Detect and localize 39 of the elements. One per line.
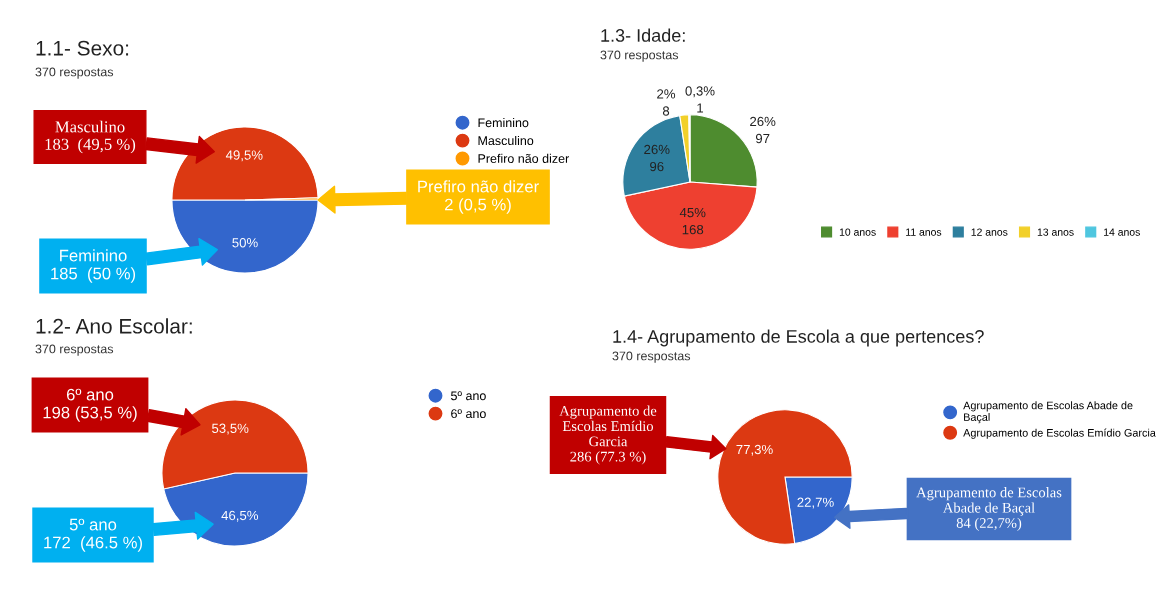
- chart-subtitle: 370 respostas: [35, 344, 114, 356]
- text: Masculino 183 (49,5 %): [45, 120, 136, 154]
- chart-subtitle: 370 respostas: [35, 67, 114, 79]
- legend-label: 13 anos: [1037, 228, 1074, 236]
- data-label: 53,5%: [212, 423, 249, 435]
- chart-title: 1.2- Ano Escolar:: [36, 318, 192, 334]
- legend-label: 6º ano: [451, 409, 486, 419]
- data-label: 45% 168: [679, 207, 706, 235]
- legend-label: 11 anos: [906, 228, 942, 236]
- data-label: 50%: [232, 238, 258, 248]
- data-label: 46,5%: [221, 510, 259, 522]
- data-label: 22,7%: [797, 497, 834, 509]
- text: 5º ano 172 (46.5 %): [44, 518, 142, 552]
- chart-subtitle: 370 respostas: [612, 351, 691, 363]
- legend-label: 5º ano: [451, 391, 486, 401]
- text: Agrupamento de Escolas Abade de Baçal 84 (22,7%): [916, 487, 1062, 531]
- legend-label: Agrupamento de Escolas Abade de Baçal: [963, 401, 1133, 424]
- data-label: 26% 97: [750, 116, 776, 144]
- data-label: 26% 96: [644, 144, 670, 172]
- legend-label: Feminino: [478, 118, 529, 128]
- legend-label: Prefiro não dizer: [478, 153, 569, 163]
- text: Feminino 185 (50 %): [51, 249, 136, 283]
- chart-title: 1.4- Agrupamento de Escola a que pertences?: [613, 329, 984, 347]
- text: Prefiro não dizer 2 (0,5 %): [418, 180, 539, 214]
- chart-title: 1.1- Sexo:: [36, 40, 129, 56]
- text: Agrupamento de Escolas Emídio Garcia 286 (77.3 %): [559, 405, 657, 465]
- legend-label: 12 anos: [971, 228, 1008, 236]
- data-label: 0,3% 1: [685, 86, 715, 113]
- text: 6º ano 198 (53,5 %): [43, 388, 137, 422]
- data-label: 49,5%: [225, 150, 263, 162]
- data-label: 2% 8: [657, 89, 676, 116]
- legend-label: Agrupamento de Escolas Emídio Garcia: [963, 428, 1156, 439]
- chart-title: 1.3- Idade:: [601, 28, 685, 42]
- chart-subtitle: 370 respostas: [600, 50, 679, 62]
- legend-label: 14 anos: [1104, 228, 1140, 236]
- pie-slice: [717, 409, 853, 545]
- legend-label: 10 anos: [839, 228, 876, 236]
- legend-label: Masculino: [478, 135, 534, 146]
- data-label: 77,3%: [736, 444, 773, 456]
